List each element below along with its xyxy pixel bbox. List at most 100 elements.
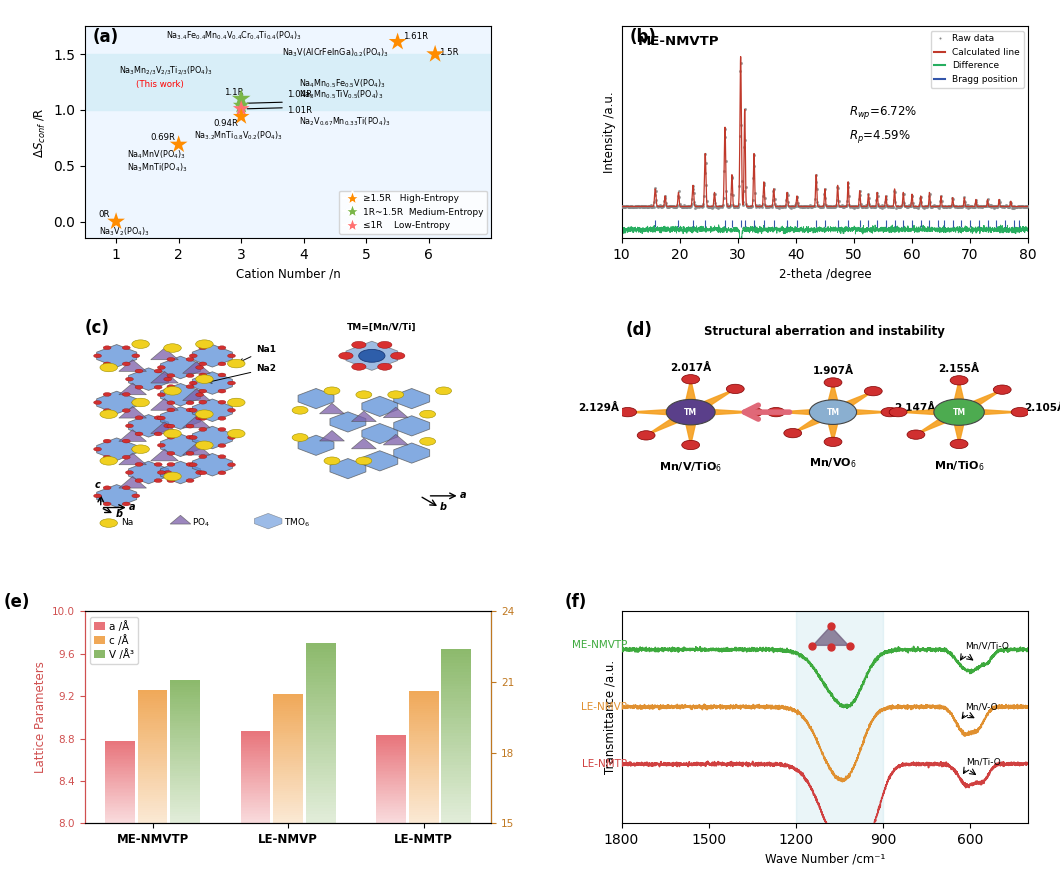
Point	[847, 200, 864, 214]
Bar	[441, 736, 471, 738]
Bar	[273, 738, 303, 739]
Bar	[105, 774, 135, 775]
Point	[841, 198, 858, 212]
Bar	[441, 657, 471, 661]
Point	[829, 180, 846, 194]
Bar	[241, 774, 270, 776]
Point	[924, 199, 941, 213]
Y-axis label: Transmittance /a.u.: Transmittance /a.u.	[603, 661, 616, 774]
Point	[882, 199, 899, 213]
Bar	[409, 773, 439, 775]
Point	[888, 199, 905, 213]
Polygon shape	[151, 399, 178, 410]
Point	[893, 199, 909, 213]
Point	[965, 200, 982, 214]
Point	[810, 200, 827, 214]
Point	[830, 181, 847, 195]
Bar	[441, 675, 471, 678]
Polygon shape	[647, 419, 678, 435]
Point	[792, 200, 809, 214]
Point	[646, 200, 662, 214]
Bar	[441, 733, 471, 736]
Bar	[171, 790, 200, 793]
Polygon shape	[192, 371, 232, 394]
Polygon shape	[980, 410, 1020, 414]
Bar	[138, 708, 167, 710]
Point	[920, 197, 937, 211]
Point	[732, 118, 749, 132]
Bar	[409, 746, 439, 748]
Point	[708, 201, 725, 215]
Bar	[138, 728, 167, 730]
Point	[819, 200, 836, 214]
Bar	[273, 694, 303, 696]
Bar	[376, 791, 406, 793]
Bar	[241, 822, 270, 823]
Point	[913, 190, 930, 204]
Bar	[241, 808, 270, 809]
Point	[918, 200, 935, 214]
Polygon shape	[96, 438, 137, 461]
Bar	[376, 808, 406, 809]
Point	[917, 199, 934, 213]
Bar	[305, 800, 336, 802]
Bar	[171, 802, 200, 804]
Point	[679, 200, 696, 214]
Point	[763, 200, 780, 214]
Bar	[171, 776, 200, 778]
Circle shape	[228, 381, 235, 385]
Point	[972, 200, 989, 214]
Point	[816, 187, 833, 201]
Bar	[105, 778, 135, 780]
Point	[863, 200, 880, 214]
Point	[810, 199, 827, 213]
Bar	[441, 821, 471, 823]
Point	[849, 200, 866, 214]
Bar	[376, 787, 406, 788]
Point	[912, 196, 929, 210]
Point	[683, 200, 700, 214]
Bar	[171, 778, 200, 781]
Point	[675, 199, 692, 213]
Bar	[409, 803, 439, 806]
Circle shape	[950, 439, 968, 449]
Bar	[171, 797, 200, 800]
Point	[754, 200, 771, 214]
Circle shape	[1011, 407, 1029, 417]
Bar	[138, 705, 167, 708]
Bar	[105, 797, 135, 799]
Point	[905, 199, 922, 213]
Point	[1009, 200, 1026, 214]
Point	[233, 98, 250, 112]
Polygon shape	[793, 418, 823, 433]
Bar	[241, 746, 270, 748]
Bar	[305, 664, 336, 668]
Point	[986, 200, 1003, 214]
Bar	[441, 795, 471, 797]
Bar	[273, 698, 303, 701]
Bar	[105, 747, 135, 749]
Point	[959, 201, 976, 215]
Bar	[305, 731, 336, 733]
Bar	[241, 776, 270, 777]
Point	[731, 129, 748, 143]
Bar	[171, 816, 200, 819]
Point	[887, 195, 904, 209]
Bar	[305, 773, 336, 775]
Polygon shape	[151, 449, 178, 461]
Bar	[441, 817, 471, 821]
Bar	[105, 816, 135, 818]
Point	[885, 200, 902, 214]
Bar	[305, 676, 336, 679]
Point	[982, 199, 999, 213]
Bar	[441, 716, 471, 718]
Point	[862, 199, 879, 213]
Bar	[376, 774, 406, 775]
Bar	[105, 783, 135, 785]
Text: b: b	[440, 503, 446, 512]
Point	[692, 200, 709, 214]
Circle shape	[131, 445, 149, 454]
Bar	[138, 790, 167, 792]
Bar	[241, 820, 270, 822]
Point	[617, 200, 634, 214]
